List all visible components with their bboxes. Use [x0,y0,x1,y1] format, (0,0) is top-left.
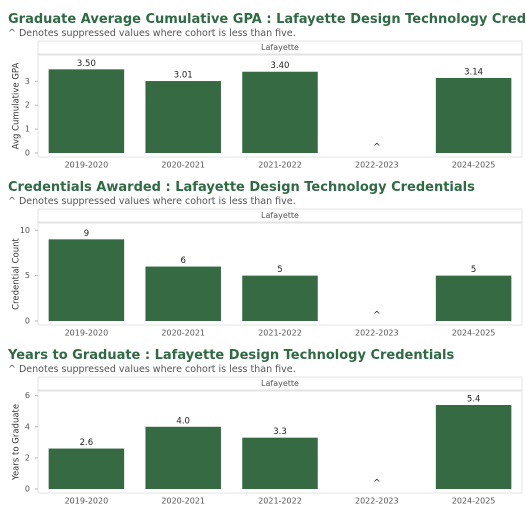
chart-title: Years to Graduate : Lafayette Design Tec… [7,348,455,363]
chart-subtitle: ^ Denotes suppressed values where cohort… [8,196,296,207]
value-label: ^ [373,311,380,321]
value-label: 3.01 [174,71,193,81]
chart-subtitle: ^ Denotes suppressed values where cohort… [8,28,296,39]
bar [145,426,221,489]
x-tick-label: 2022-2023 [355,161,399,170]
plot-area [37,390,523,494]
x-tick-label: 2022-2023 [355,497,399,506]
value-label: 2.6 [80,438,94,448]
value-label: 3.14 [464,67,483,77]
plot-area [37,222,523,326]
y-tick-label: 2 [25,101,30,110]
x-tick-label: 2024-2025 [452,329,496,338]
value-label: 9 [84,229,89,239]
value-label: 5 [471,265,476,275]
facet-header [37,208,523,223]
x-tick-label: 2019-2020 [65,329,109,338]
facet-label: Lafayette [261,379,299,388]
facet-label: Lafayette [261,211,299,220]
x-tick-label: 2022-2023 [355,329,399,338]
y-tick-label: 10 [20,226,30,235]
y-axis-label: Credential Count [12,237,22,309]
y-tick-label: 0 [25,317,30,326]
x-tick-label: 2019-2020 [65,161,109,170]
y-tick-label: 3 [25,77,30,86]
value-label: ^ [373,479,380,489]
value-label: 5.4 [467,395,481,405]
x-tick-label: 2020-2021 [161,497,205,506]
y-axis-label: Avg Cumulative GPA [12,62,22,149]
value-label: 3.40 [271,61,290,71]
y-tick-label: 0 [25,149,30,158]
bar [48,448,125,489]
y-tick-label: 4 [25,422,30,431]
bar [48,69,125,153]
facet-header [37,40,523,55]
x-tick-label: 2019-2020 [65,497,109,506]
plot-area [37,54,523,158]
bar [242,437,318,489]
facet-header [37,376,523,391]
bar [145,266,221,321]
bar [435,405,512,489]
x-tick-label: 2021-2022 [258,161,302,170]
x-tick-label: 2021-2022 [258,497,302,506]
value-label: 3.50 [77,59,96,69]
chart-subtitle: ^ Denotes suppressed values where cohort… [8,364,296,375]
value-label: 5 [277,265,282,275]
bar [242,71,318,153]
value-label: ^ [373,143,380,153]
x-tick-label: 2020-2021 [161,161,205,170]
y-tick-label: 2 [25,453,30,462]
x-tick-label: 2024-2025 [452,497,496,506]
value-label: 3.3 [273,427,287,437]
bar [145,81,221,153]
y-tick-label: 6 [25,391,30,400]
bar [48,239,125,321]
value-label: 6 [180,256,185,266]
x-tick-label: 2021-2022 [258,329,302,338]
x-tick-label: 2024-2025 [452,161,496,170]
chart-title: Credentials Awarded : Lafayette Design T… [8,180,475,195]
y-tick-label: 0 [25,485,30,494]
y-tick-label: 5 [25,271,30,280]
x-tick-label: 2020-2021 [161,329,205,338]
y-tick-label: 1 [25,125,30,134]
y-axis-label: Years to Graduate [12,404,22,481]
bar [242,275,318,321]
facet-label: Lafayette [261,43,299,52]
bar [435,77,512,153]
bar [435,275,512,321]
value-label: 4.0 [176,416,190,426]
chart-title: Graduate Average Cumulative GPA : Lafaye… [8,12,526,27]
